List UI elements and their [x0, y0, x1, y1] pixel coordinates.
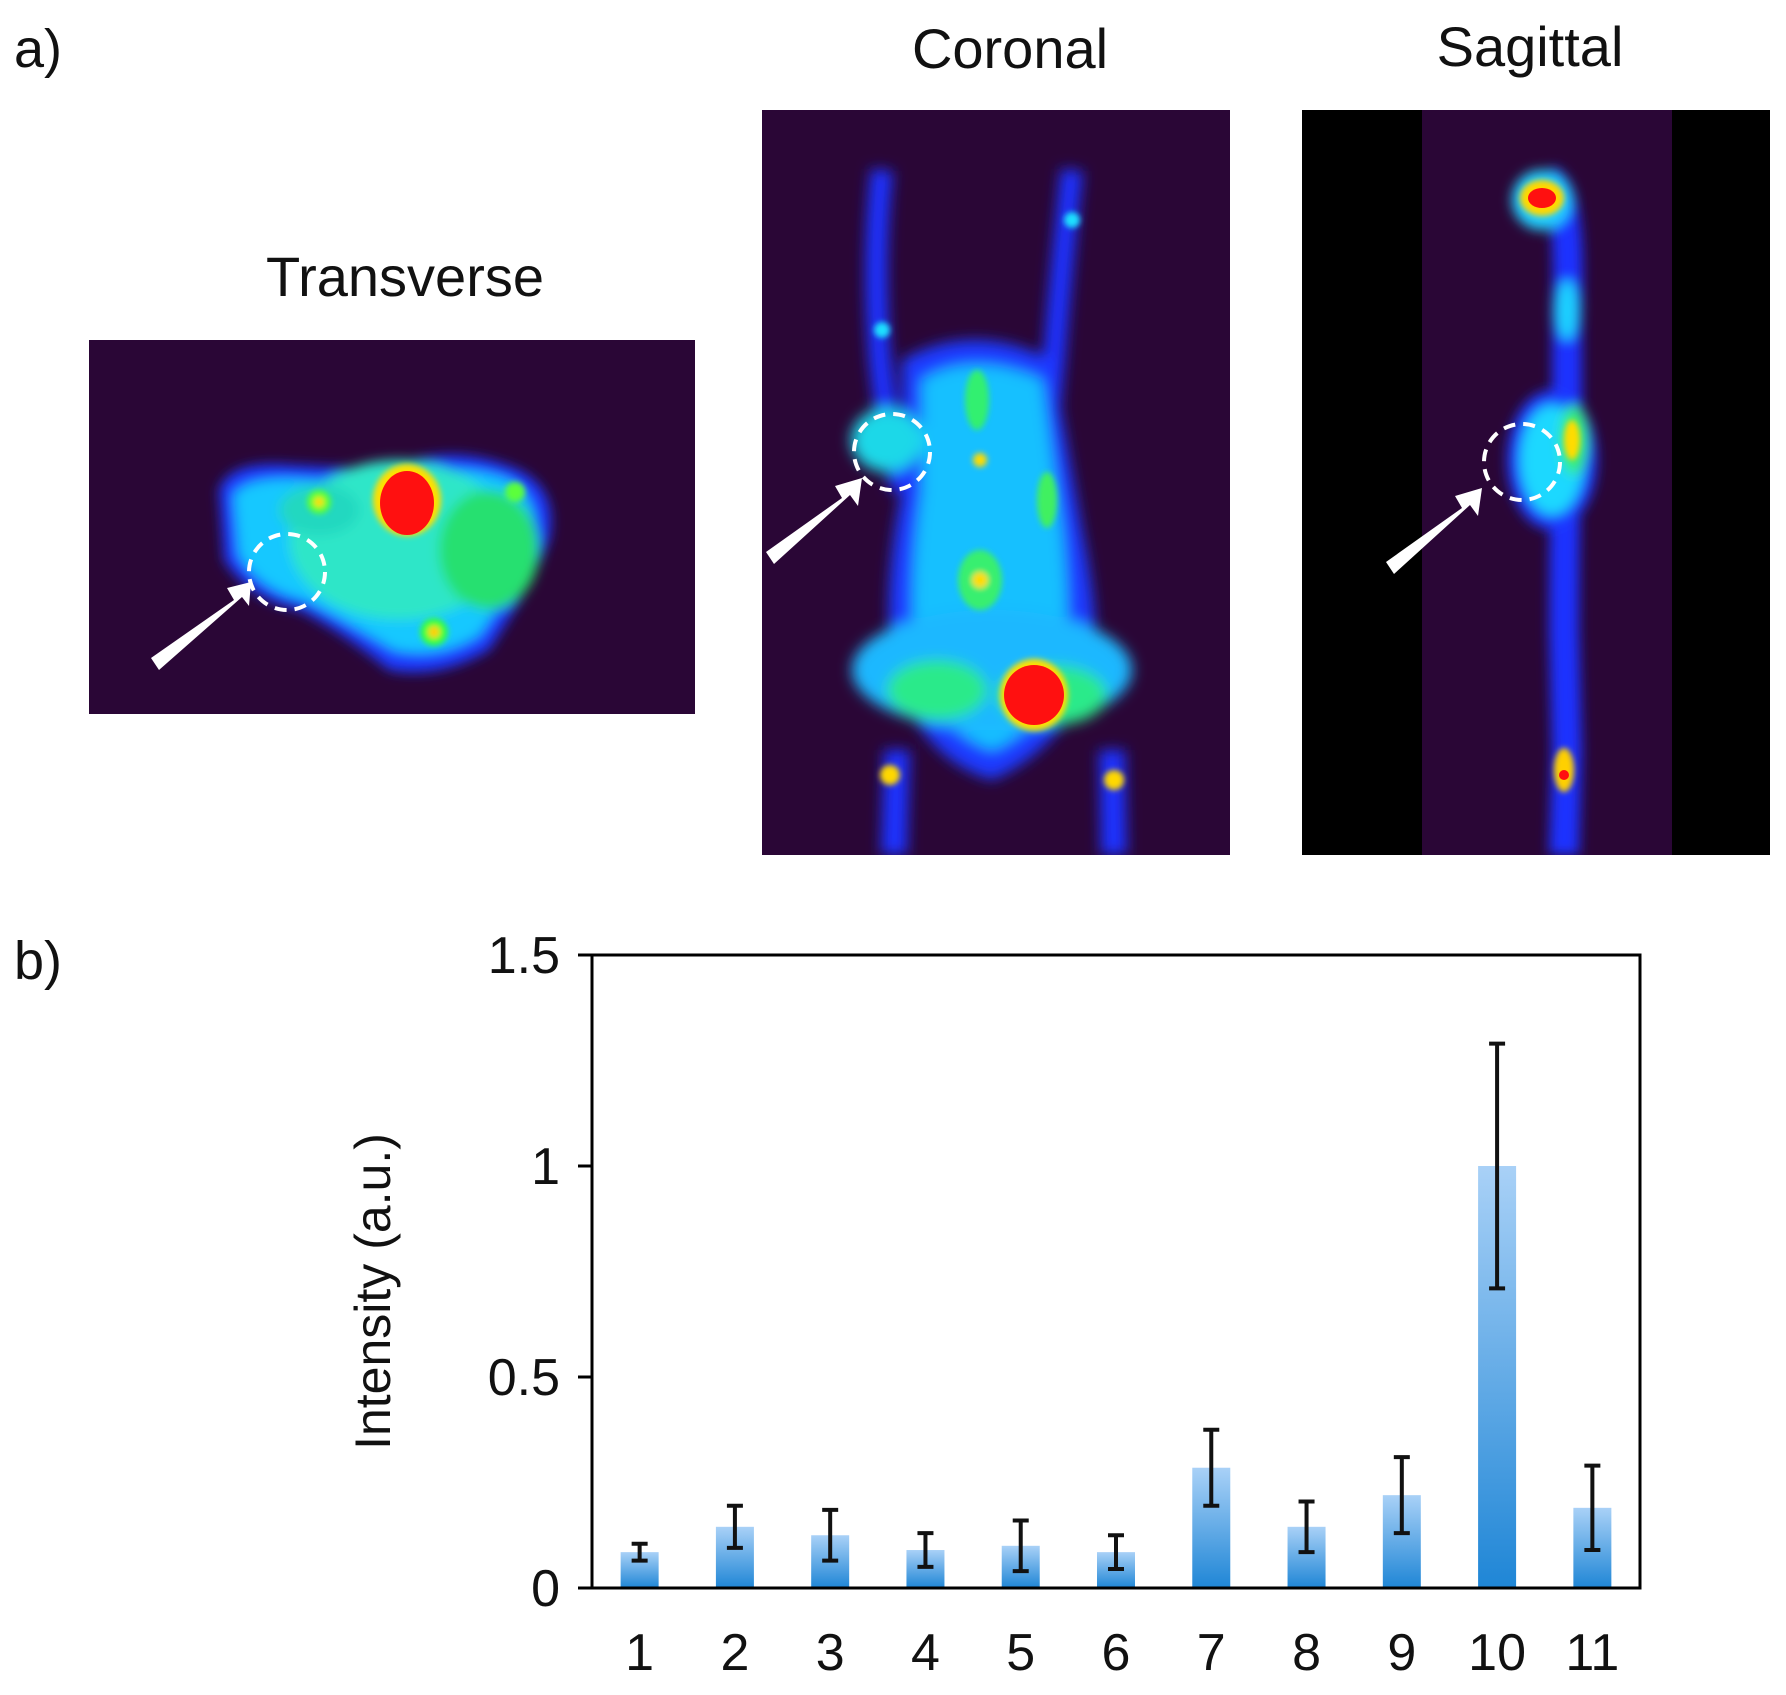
y-axis-label: Intensity (a.u.): [345, 1133, 401, 1450]
x-tick-label-2: 2: [720, 1624, 749, 1682]
sagittal-scan-image: [1302, 110, 1770, 855]
coronal-scan-image: [762, 110, 1230, 855]
x-tick-label-4: 4: [911, 1624, 940, 1682]
transverse-roi-circle: [247, 532, 327, 612]
coronal-arrow: [766, 478, 862, 564]
x-tick-label-9: 9: [1387, 1624, 1416, 1682]
transverse-arrow: [151, 582, 251, 670]
error-bar-10: [1489, 1041, 1506, 1291]
coronal-heatmap: [766, 168, 1132, 855]
transverse-scan-image: [89, 340, 695, 714]
x-tick-label-1: 1: [625, 1624, 654, 1682]
transverse-hotspot: [380, 471, 434, 535]
error-bar-8: [1298, 1499, 1315, 1555]
sagittal-roi-circle: [1482, 422, 1562, 502]
error-bar-4: [917, 1531, 934, 1569]
coronal-hotspot: [1004, 665, 1064, 725]
sagittal-heatmap: [1386, 110, 1672, 855]
sagittal-hotspot: [1528, 188, 1556, 208]
y-tick-label: 1: [531, 1138, 560, 1196]
plot-frame: [590, 953, 1642, 1590]
error-bar-3: [822, 1507, 839, 1563]
error-bar-1: [631, 1541, 648, 1563]
x-tick-label-3: 3: [816, 1624, 845, 1682]
coronal-title: Coronal: [911, 17, 1109, 80]
x-tick-label-8: 8: [1292, 1624, 1321, 1682]
transverse-heatmap: [151, 455, 551, 673]
error-bar-11: [1584, 1463, 1601, 1553]
error-bar-2: [726, 1503, 743, 1550]
panel-b-label: b): [14, 931, 63, 991]
error-bar-9: [1393, 1455, 1410, 1536]
sagittal-arrow: [1386, 488, 1482, 574]
x-tick-label-5: 5: [1006, 1624, 1035, 1682]
x-tick-label-11: 11: [1565, 1624, 1619, 1682]
panel-a-label: a): [14, 19, 63, 79]
y-tick-label: 0: [531, 1560, 560, 1618]
transverse-title: Transverse: [265, 245, 544, 308]
x-tick-label-7: 7: [1197, 1624, 1226, 1682]
x-axis: 1 2 3 4 5 6 7 8 9 10 11: [625, 1624, 1619, 1682]
x-tick-label-6: 6: [1102, 1624, 1131, 1682]
error-bars-group: [631, 1041, 1601, 1574]
error-bar-7: [1203, 1427, 1220, 1508]
y-axis: 0 0.5 1 1.5: [488, 927, 592, 1618]
y-tick-label: 0.5: [488, 1349, 560, 1407]
error-bar-5: [1012, 1518, 1029, 1574]
coronal-roi-circle: [852, 412, 932, 492]
sagittal-title: Sagittal: [1436, 15, 1624, 78]
bars-group: [620, 1166, 1612, 1588]
y-tick-label: 1.5: [488, 927, 560, 985]
x-tick-label-10: 10: [1468, 1624, 1526, 1682]
error-bar-6: [1108, 1533, 1124, 1572]
